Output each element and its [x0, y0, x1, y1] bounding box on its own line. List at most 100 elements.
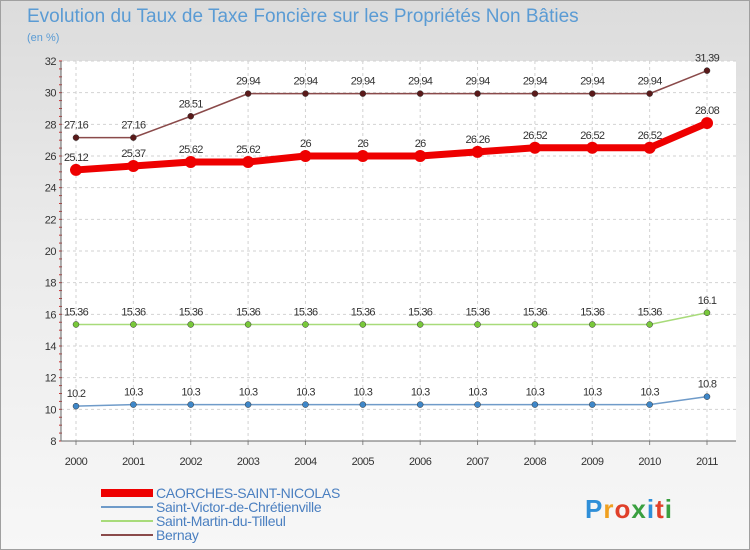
data-point: [359, 401, 367, 408]
data-label: 15.36: [408, 306, 433, 318]
proxiti-logo: Proxiti: [585, 494, 673, 524]
chart-subtitle: (en %): [27, 32, 59, 44]
data-point: [299, 150, 312, 162]
y-tick-label: 8: [50, 436, 56, 448]
logo-letter: o: [614, 494, 631, 524]
data-label: 29.94: [293, 76, 318, 88]
data-point: [589, 90, 596, 97]
data-label: 26.52: [580, 130, 605, 142]
data-label: 10.2: [67, 388, 86, 400]
data-label: 26: [357, 138, 368, 150]
data-label: 26: [300, 138, 311, 150]
data-label: 29.94: [351, 76, 376, 88]
x-tick-label: 2005: [352, 456, 375, 468]
data-point: [643, 141, 656, 154]
data-point: [184, 156, 197, 169]
data-point: [359, 90, 367, 97]
x-tick-label: 2008: [524, 456, 547, 468]
legend-label: Saint-Martin-du-Tilleul: [156, 513, 286, 529]
data-point: [130, 134, 137, 141]
data-point: [474, 321, 481, 328]
data-label: 10.3: [526, 387, 545, 399]
data-point: [302, 321, 309, 328]
data-label: 15.36: [293, 306, 318, 318]
legend: CAORCHES-SAINT-NICOLASSaint-Victor-de-Ch…: [101, 485, 340, 543]
data-label: 27.16: [64, 120, 89, 132]
data-point: [701, 117, 713, 130]
data-label: 25.12: [64, 152, 89, 164]
logo-letter: t: [655, 494, 665, 524]
data-point: [356, 150, 369, 162]
legend-label: Saint-Victor-de-Chrétienville: [156, 499, 322, 515]
data-label: 25.37: [121, 148, 146, 160]
data-point: [72, 402, 80, 410]
axes: 8 10 12 14 16 18 20 22 24 26 28 30 32 2000 2001 2002 200…: [45, 56, 736, 468]
data-label: 10.3: [468, 387, 487, 399]
series-lines: [70, 67, 713, 410]
data-point: [414, 150, 427, 162]
legend-label: Bernay: [156, 527, 199, 543]
y-tick-label: 16: [45, 309, 57, 321]
data-point: [244, 321, 252, 328]
grid: [61, 60, 736, 442]
data-point: [589, 401, 596, 408]
data-point: [531, 90, 539, 97]
data-label: 31.39: [695, 53, 720, 65]
data-label: 29.94: [638, 76, 663, 88]
data-point: [72, 134, 80, 141]
data-label: 10.3: [296, 387, 315, 399]
data-point: [72, 321, 80, 328]
data-point: [242, 156, 255, 169]
data-point: [244, 401, 252, 408]
logo-text: Proxiti: [585, 494, 673, 524]
data-point: [703, 67, 711, 74]
data-label: 10.3: [411, 387, 430, 399]
data-label: 29.94: [466, 76, 491, 88]
data-point: [302, 90, 309, 97]
series-line: [75, 395, 708, 407]
y-tick-label: 22: [45, 214, 57, 226]
data-label: 25.62: [179, 144, 204, 156]
data-point: [416, 321, 424, 328]
logo-letter: i: [665, 494, 673, 524]
data-label: 26: [415, 138, 426, 150]
data-point: [474, 401, 481, 408]
data-label: 10.3: [239, 387, 258, 399]
y-tick-label: 24: [45, 183, 57, 195]
data-label: 29.94: [580, 76, 605, 88]
data-labels: 25.12 25.37 25.62 25.62 26 26 26 26.26 26.52 26.5…: [64, 53, 720, 401]
data-label: 29.94: [408, 76, 433, 88]
x-tick-label: 2003: [237, 456, 260, 468]
data-point: [646, 321, 653, 328]
data-label: 26.52: [638, 130, 663, 142]
logo-letter: x: [631, 494, 646, 524]
x-tick-label: 2002: [179, 456, 202, 468]
data-label: 29.94: [236, 76, 261, 88]
data-point: [416, 90, 424, 97]
data-label: 15.36: [580, 306, 605, 318]
x-tick-label: 2006: [409, 456, 432, 468]
data-point: [471, 145, 484, 158]
data-label: 10.3: [640, 387, 659, 399]
data-label: 25.62: [236, 144, 261, 156]
data-label: 15.36: [523, 306, 548, 318]
y-tick-label: 20: [45, 246, 57, 258]
logo-letter: r: [603, 494, 614, 524]
data-label: 29.94: [523, 76, 548, 88]
y-tick-label: 14: [45, 341, 57, 353]
x-tick-label: 2004: [294, 456, 317, 468]
x-tick-label: 2001: [122, 456, 145, 468]
x-tick-label: 2011: [696, 456, 718, 468]
series-line: [72, 119, 711, 174]
y-tick-label: 30: [45, 88, 57, 100]
data-label: 15.36: [638, 306, 663, 318]
y-tick-label: 26: [45, 151, 57, 163]
data-label: 15.36: [466, 306, 491, 318]
logo-letter: P: [585, 494, 603, 524]
data-label: 16.1: [698, 295, 717, 307]
data-label: 10.8: [698, 379, 717, 391]
x-tick-label: 2010: [638, 456, 661, 468]
data-label: 10.3: [583, 387, 602, 399]
y-tick-label: 28: [45, 119, 57, 131]
